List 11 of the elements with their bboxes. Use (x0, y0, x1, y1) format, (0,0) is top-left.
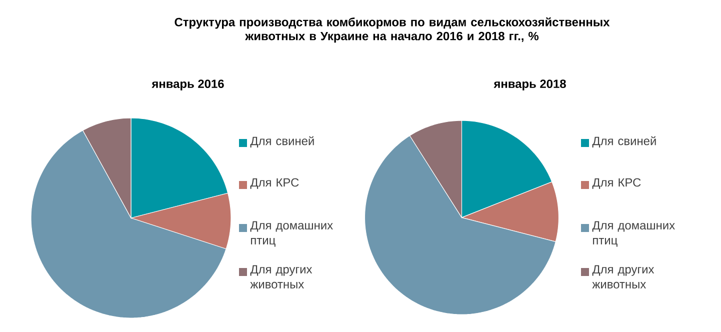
legend-label: Для домашних птиц (592, 221, 675, 247)
legend-label: Для свиней (250, 136, 314, 148)
chart-title: январь 2018 (494, 80, 566, 90)
text: Структура производства комбикормов по видам сельскохозяйственных животных в Украине на начало 2016 и 2018 гг., % (174, 17, 610, 43)
chart-title: январь 2016 (152, 80, 224, 90)
legend-label: Для КРС (250, 178, 299, 189)
legend-label: Для КРС (592, 178, 641, 189)
legend-label: Для свиней (592, 136, 656, 148)
legend-label: Для домашних птиц (250, 221, 333, 247)
legend-label: Для других животных (250, 265, 312, 288)
legend-label: Для других животных (592, 265, 654, 288)
